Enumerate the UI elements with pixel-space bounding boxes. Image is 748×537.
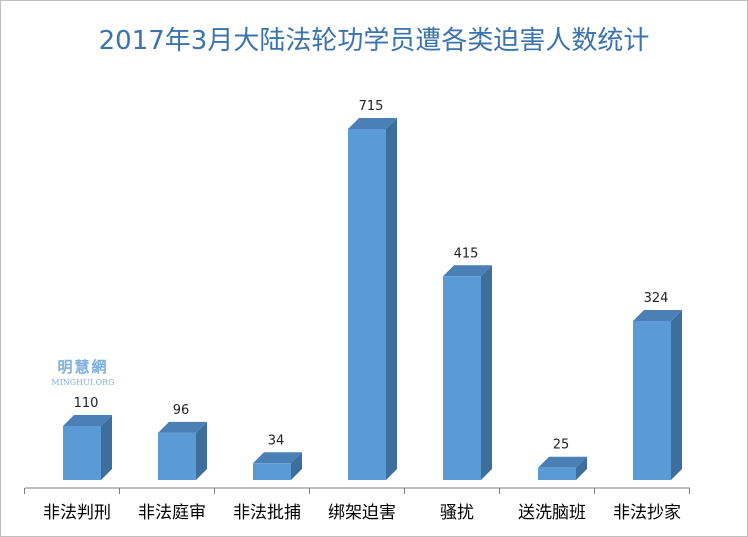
minghui-watermark: 明慧網 MINGHUI.ORG [48,356,118,387]
bar [633,320,671,480]
data-label: 34 [268,433,285,448]
bar-side [481,265,492,480]
data-label: 415 [454,246,479,261]
data-label: 110 [74,396,99,411]
bar-top [443,265,492,277]
data-label: 96 [173,403,190,418]
bar [348,129,386,480]
x-tick-label: 非法判刑 [43,503,111,523]
bar-top [63,415,112,426]
bar [63,426,101,480]
bar-side [576,456,587,480]
bar-top [538,456,587,468]
data-label: 324 [644,291,669,306]
bar [253,463,291,480]
bar-top [633,309,682,321]
bar-side [386,118,397,480]
x-tick-label: 绑架迫害 [328,503,396,523]
bar [158,432,196,480]
watermark-en: MINGHUI.ORG [51,378,115,387]
x-tick-label: 送洗脑班 [518,503,586,523]
bar-side [101,415,112,480]
watermark-cn: 明慧網 [57,358,109,376]
bar-top [253,452,302,464]
bar-top [348,118,397,129]
bar [443,276,481,480]
bar [538,467,576,480]
x-tick-label: 非法抄家 [613,503,681,523]
x-tick-label: 非法批捕 [233,503,301,523]
data-label: 715 [359,99,384,114]
data-label: 25 [553,438,570,453]
x-tick-label: 骚扰 [440,503,474,523]
bar-side [291,452,302,480]
x-tick-label: 非法庭审 [138,503,206,523]
bar-top [158,421,207,433]
chart-title: 2017年3月大陆法轮功学员遭各类迫害人数统计 [98,26,650,56]
bar-side [196,421,207,480]
bar-side [671,309,682,480]
